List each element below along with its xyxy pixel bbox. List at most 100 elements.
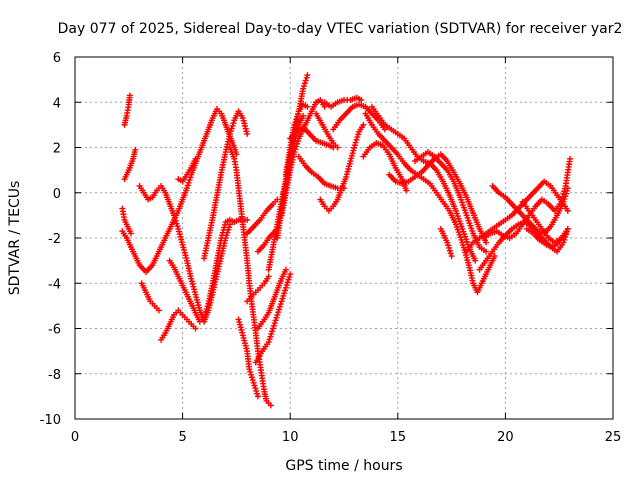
data-point [186, 177, 193, 184]
data-point [562, 193, 569, 200]
data-point [226, 130, 233, 137]
data-point [291, 121, 298, 128]
data-point [403, 187, 410, 194]
data-point [174, 223, 181, 230]
axis-ticks: 0 5 10 15 20 25 -10 -8 -6 -4 -2 0 2 4 6 [40, 51, 622, 445]
data-point [283, 282, 290, 289]
data-point [351, 142, 358, 149]
data-point [284, 279, 291, 286]
data-point [566, 155, 573, 162]
data-point [294, 111, 301, 118]
data-point [294, 138, 301, 145]
data-point [249, 377, 256, 384]
data-point [254, 393, 261, 400]
data-point [170, 212, 177, 219]
data-point [483, 239, 490, 246]
data-point [300, 112, 307, 119]
grid [75, 57, 613, 419]
data-point [269, 325, 276, 332]
data-point [281, 290, 288, 297]
data-point [352, 139, 359, 146]
data-point [270, 322, 277, 329]
data-point [203, 306, 210, 313]
data-point [353, 136, 360, 143]
data-point [444, 239, 451, 246]
y-tick-label: 6 [53, 51, 61, 66]
data-point [201, 314, 208, 321]
data-point [355, 131, 362, 138]
data-point [184, 182, 191, 189]
x-tick-label: 10 [282, 430, 299, 445]
data-point [445, 242, 452, 249]
data-point [272, 317, 279, 324]
data-point [563, 187, 570, 194]
y-tick-label: 4 [53, 96, 61, 111]
data-point [293, 116, 300, 123]
data-point [183, 185, 190, 192]
data-point [155, 307, 162, 314]
data-point [279, 295, 286, 302]
data-point [173, 220, 180, 227]
data-point [201, 311, 208, 318]
data-point [185, 179, 192, 186]
data-point [491, 253, 498, 260]
data-point [269, 328, 276, 335]
data-point [286, 273, 293, 280]
data-point [202, 308, 209, 315]
data-point [448, 253, 455, 260]
x-tick-label: 25 [605, 430, 622, 445]
x-tick-label: 0 [71, 430, 79, 445]
data-point [248, 374, 255, 381]
data-point [132, 146, 139, 153]
data-point [447, 250, 454, 257]
data-point [171, 215, 178, 222]
data-point [266, 336, 273, 343]
data-point [302, 77, 309, 84]
data-point [127, 230, 134, 237]
data-point [472, 257, 479, 264]
data-point [282, 284, 289, 291]
y-tick-label: -2 [48, 232, 61, 247]
data-point [291, 149, 298, 156]
data-point [564, 225, 571, 232]
data-point [252, 385, 259, 392]
data-point [287, 271, 294, 278]
data-point [204, 303, 211, 310]
data-point [560, 198, 567, 205]
data-point [446, 244, 453, 251]
data-point [228, 125, 235, 132]
data-point [276, 303, 283, 310]
data-point [304, 72, 311, 79]
y-tick-label: -6 [48, 323, 61, 338]
data-point [274, 311, 281, 318]
data-point [277, 301, 284, 308]
data-point [294, 140, 301, 147]
data-point [250, 379, 257, 386]
data-point [293, 143, 300, 150]
data-point [561, 196, 568, 203]
x-tick-label: 20 [497, 430, 514, 445]
data-point [172, 217, 179, 224]
data-point [334, 144, 341, 151]
data-point [192, 325, 199, 332]
data-point [278, 298, 285, 305]
y-tick-label: -4 [48, 277, 61, 292]
data-point [483, 248, 490, 255]
data-point [294, 113, 301, 120]
data-point [303, 74, 310, 81]
x-tick-label: 5 [178, 430, 186, 445]
data-point [273, 314, 280, 321]
y-tick-label: 2 [53, 142, 61, 157]
x-tick-label: 15 [390, 430, 407, 445]
data-point [267, 333, 274, 340]
data-point [300, 82, 307, 89]
data-point [268, 330, 275, 337]
data-point [271, 320, 278, 327]
data-point [282, 287, 289, 294]
data-point [304, 103, 311, 110]
data-point [251, 382, 258, 389]
data-point [275, 309, 282, 316]
data-point [276, 306, 283, 313]
data-point [267, 402, 274, 409]
